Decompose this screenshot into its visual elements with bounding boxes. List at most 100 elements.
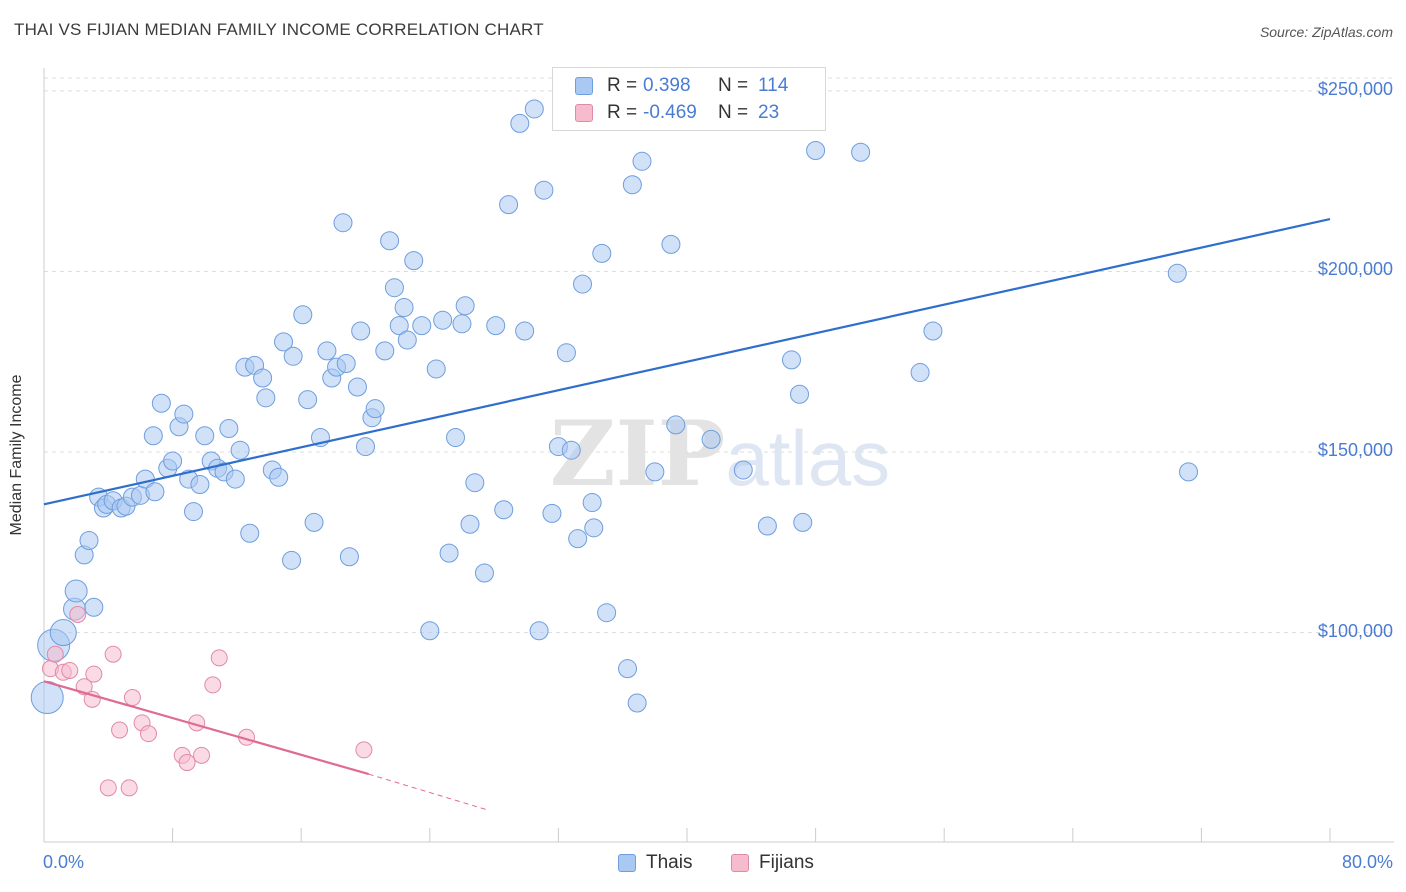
thais-point [465, 473, 485, 493]
x-tick-label-max: 80.0% [1341, 852, 1393, 872]
thais-point [190, 475, 210, 494]
thais-point [534, 180, 554, 200]
thais-point [336, 354, 356, 374]
y-tick-label: $150,000 [1317, 440, 1393, 460]
thais-point [910, 363, 930, 383]
thais-point [225, 469, 245, 489]
thais-point [452, 314, 472, 334]
thais-point [733, 460, 753, 480]
x-axis [43, 68, 1394, 843]
thais-point [356, 437, 375, 457]
legend-n-label: N = [718, 75, 749, 96]
thais-point [486, 316, 506, 336]
legend-n-value: 114 [758, 75, 789, 96]
thais-point [317, 341, 337, 361]
thais-point [426, 359, 446, 379]
thais-point [568, 529, 588, 549]
legend-r-value: -0.469 [643, 102, 697, 123]
thais-point [851, 142, 871, 162]
thais-point [460, 514, 480, 534]
fijians-trend-line [43, 680, 370, 776]
thais-point [404, 251, 424, 271]
thais-point [240, 523, 260, 543]
thais-point [384, 278, 404, 298]
fijians-point [204, 676, 222, 694]
thais-point [389, 316, 409, 336]
thais-point [269, 467, 289, 487]
fijians-point [193, 746, 211, 764]
thais-point [793, 512, 813, 532]
correlation-legend: R = 0.398 N = 114 R = -0.469 N = 23 [552, 67, 826, 131]
thais-points [30, 99, 1199, 715]
legend-swatch-thais [575, 77, 593, 95]
thais-trend-line [43, 218, 1331, 506]
thais-point [645, 462, 665, 482]
thais-point [661, 234, 681, 254]
thais-point [584, 518, 604, 538]
thais-point [618, 659, 638, 679]
legend-row-fijians: R = -0.469 N = 23 [575, 100, 779, 126]
thais-point [757, 516, 777, 536]
chart-title: THAI VS FIJIAN MEDIAN FAMILY INCOME CORR… [14, 20, 544, 39]
bottom-legend-thais: Thais [618, 852, 692, 874]
thais-point [412, 316, 432, 336]
thais-point [455, 296, 475, 316]
bottom-legend-label-fijians: Fijians [759, 852, 814, 873]
thais-point [592, 243, 612, 263]
thais-point [556, 343, 576, 363]
legend-r-value: 0.398 [643, 75, 691, 96]
thais-point [1179, 462, 1199, 482]
thais-point [145, 482, 165, 502]
thais-point [256, 388, 276, 408]
fijians-point [123, 689, 141, 707]
thais-point [163, 451, 183, 471]
thais-point [84, 597, 104, 617]
thais-point [701, 429, 721, 449]
thais-point [433, 310, 453, 330]
fijians-point [139, 725, 157, 743]
thais-point [195, 426, 215, 446]
thais-point [781, 350, 801, 370]
thais-point [439, 543, 459, 563]
fijians-trend-extension [368, 773, 487, 810]
fijians-point [210, 649, 228, 667]
thais-point [151, 393, 171, 413]
fijians-point [120, 779, 138, 797]
thais-point [283, 346, 303, 366]
thais-point [420, 621, 440, 641]
thais-point [561, 440, 581, 460]
legend-row-thais: R = 0.398 N = 114 [575, 73, 788, 99]
legend-r-label: R = [607, 102, 638, 123]
thais-point [494, 500, 514, 520]
thais-point [632, 151, 652, 171]
y-tick-label: $200,000 [1317, 259, 1393, 280]
thais-point [474, 563, 494, 583]
thais-point [339, 547, 359, 567]
thais-point [351, 321, 371, 341]
legend-n-value: 23 [758, 102, 780, 123]
thais-point [230, 440, 250, 460]
legend-swatch-fijians [575, 104, 593, 122]
y-axis-label: Median Family Income [8, 374, 25, 536]
fijians-point [99, 779, 117, 797]
thais-point [293, 305, 313, 325]
thais-point [524, 99, 544, 119]
thais-point [510, 113, 530, 133]
thais-point [806, 140, 826, 160]
thais-point [333, 213, 353, 233]
fijians-point [104, 645, 122, 663]
fijians-points [41, 606, 373, 797]
fijians-point [355, 741, 373, 759]
y-tick-label: $250,000 [1317, 78, 1393, 99]
thais-point [1167, 263, 1187, 283]
fijians-point [69, 606, 87, 623]
thais-point [529, 621, 549, 641]
thais-point [174, 404, 194, 424]
bottom-legend-swatch-thais [618, 854, 636, 872]
thais-point [183, 502, 203, 522]
fijians-point [85, 665, 103, 683]
thais-point [347, 377, 367, 397]
thais-point [573, 274, 593, 294]
bottom-legend-swatch-fijians [731, 854, 749, 872]
thais-point [380, 231, 400, 251]
